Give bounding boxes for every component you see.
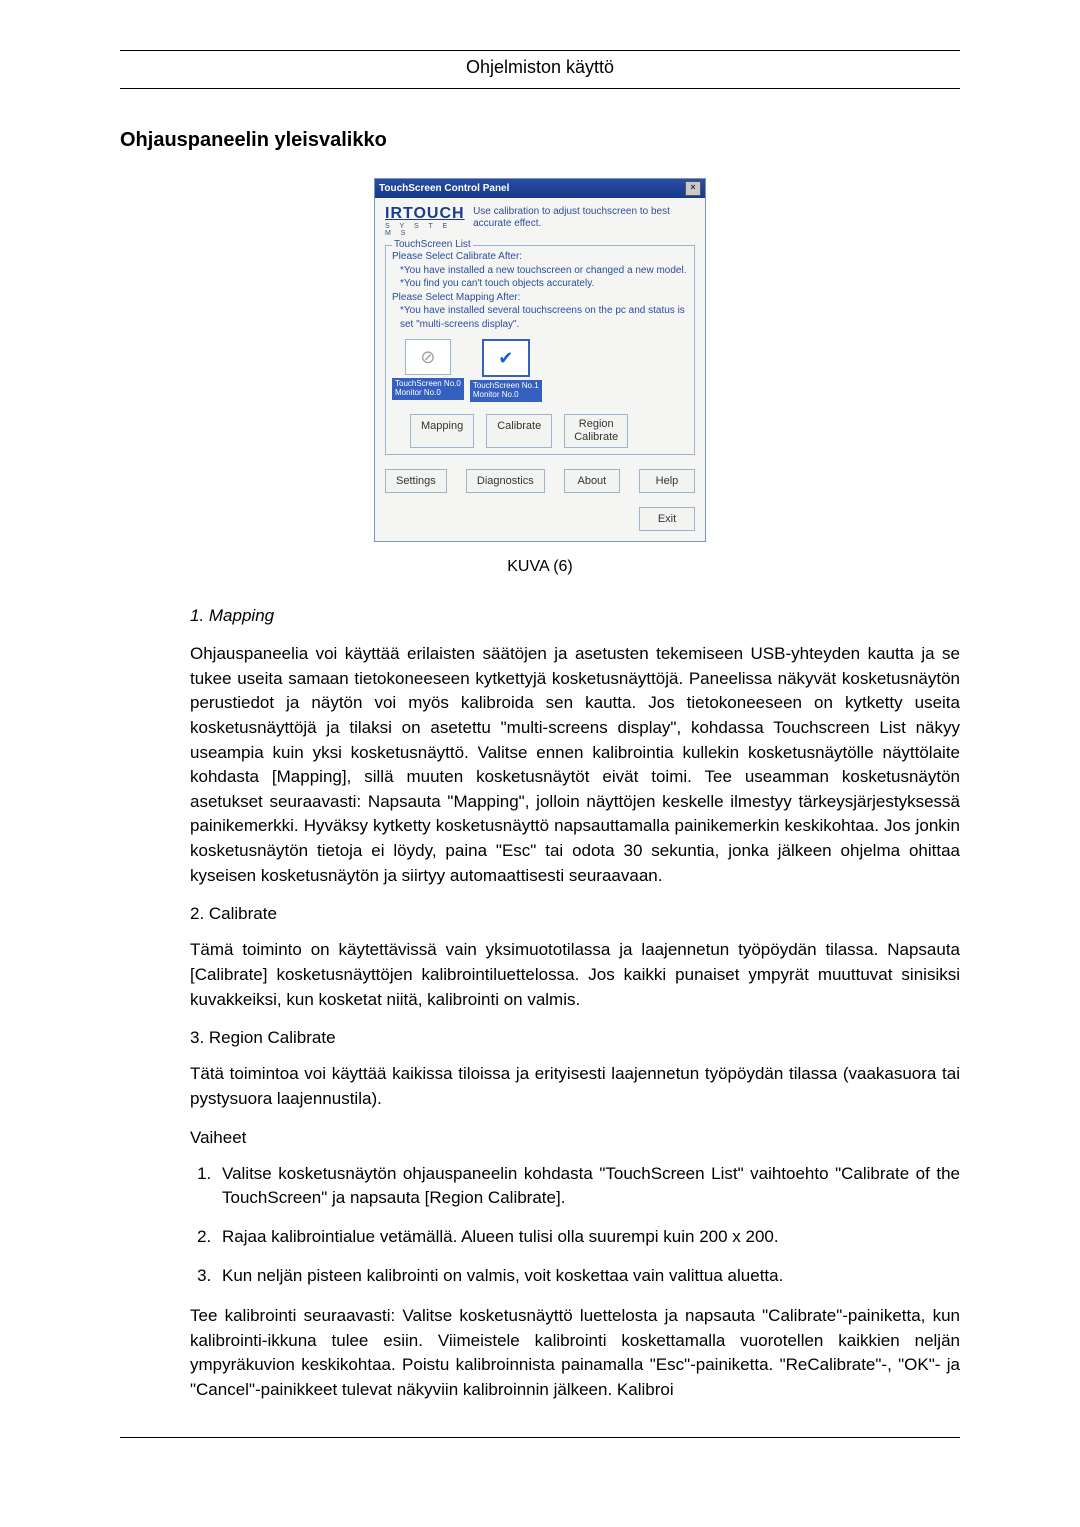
fieldset-legend: TouchScreen List: [392, 239, 473, 250]
touchscreen-1-status-icon: ✔: [482, 339, 530, 377]
calibrate-button[interactable]: Calibrate: [486, 414, 552, 448]
touchscreen-1-label: TouchScreen No.1 Monitor No.0: [470, 380, 542, 402]
calibrate-heading: 2. Calibrate: [190, 904, 960, 924]
calibrate-after-label: Please Select Calibrate After:: [392, 250, 688, 264]
page-header: Ohjelmiston käyttö: [120, 57, 960, 88]
action-button-row: Mapping Calibrate Region Calibrate: [410, 414, 688, 448]
close-icon[interactable]: ×: [685, 181, 701, 196]
exit-row: Exit: [385, 507, 695, 531]
step-1: Valitse kosketusnäytön ohjauspaneelin ko…: [216, 1162, 960, 1211]
brand-logo: IRTOUCH: [385, 206, 465, 222]
diagnostics-button[interactable]: Diagnostics: [466, 469, 545, 493]
help-button[interactable]: Help: [639, 469, 695, 493]
brand-description: Use calibration to adjust touchscreen to…: [473, 206, 695, 230]
header-rule-top: [120, 50, 960, 51]
window-body: IRTOUCH S Y S T E M S Use calibration to…: [375, 198, 705, 541]
steps-list: Valitse kosketusnäytön ohjauspaneelin ko…: [190, 1162, 960, 1289]
content-block: 1. Mapping Ohjauspaneelia voi käyttää er…: [190, 606, 960, 1403]
touchscreen-0-label: TouchScreen No.0 Monitor No.0: [392, 378, 464, 400]
touchscreen-0-status-icon: ⊘: [405, 339, 451, 375]
ts1-line2: Monitor No.0: [473, 391, 539, 400]
mapping-paragraph: Ohjauspaneelia voi käyttää erilaisten sä…: [190, 642, 960, 888]
steps-label: Vaiheet: [190, 1128, 960, 1148]
region-calibrate-paragraph: Tätä toimintoa voi käyttää kaikissa tilo…: [190, 1062, 960, 1111]
settings-button[interactable]: Settings: [385, 469, 447, 493]
touchscreen-items: ⊘ TouchScreen No.0 Monitor No.0 ✔ TouchS…: [392, 339, 688, 402]
region-calibrate-heading: 3. Region Calibrate: [190, 1028, 960, 1048]
step-2: Rajaa kalibrointialue vetämällä. Alueen …: [216, 1225, 960, 1250]
header-rule-bottom: [120, 88, 960, 89]
section-title: Ohjauspaneelin yleisvalikko: [120, 129, 960, 152]
mapping-reason-1: *You have installed several touchscreens…: [400, 304, 688, 331]
region-calibrate-button[interactable]: Region Calibrate: [564, 414, 628, 448]
mapping-after-label: Please Select Mapping After:: [392, 291, 688, 305]
control-panel-window: TouchScreen Control Panel × IRTOUCH S Y …: [374, 178, 706, 542]
touchscreen-item-1[interactable]: ✔ TouchScreen No.1 Monitor No.0: [470, 339, 542, 402]
mapping-heading: 1. Mapping: [190, 606, 960, 626]
exit-button[interactable]: Exit: [639, 507, 695, 531]
footer-rule: [120, 1437, 960, 1438]
calibration-instructions-paragraph: Tee kalibrointi seuraavasti: Valitse kos…: [190, 1304, 960, 1403]
calibrate-reason-1: *You have installed a new touchscreen or…: [400, 264, 688, 278]
footer-button-row: Settings Diagnostics About Help: [385, 469, 695, 493]
window-title: TouchScreen Control Panel: [379, 183, 509, 194]
ts0-line2: Monitor No.0: [395, 389, 461, 398]
brand-row: IRTOUCH S Y S T E M S Use calibration to…: [385, 206, 695, 243]
screenshot-container: TouchScreen Control Panel × IRTOUCH S Y …: [120, 178, 960, 542]
calibrate-paragraph: Tämä toiminto on käytettävissä vain yksi…: [190, 938, 960, 1012]
page: Ohjelmiston käyttö Ohjauspaneelin yleisv…: [0, 0, 1080, 1498]
figure-caption: KUVA (6): [120, 558, 960, 576]
touchscreen-list-fieldset: TouchScreen List Please Select Calibrate…: [385, 245, 695, 455]
window-titlebar: TouchScreen Control Panel ×: [375, 179, 705, 198]
step-3: Kun neljän pisteen kalibrointi on valmis…: [216, 1264, 960, 1289]
brand-block: IRTOUCH S Y S T E M S: [385, 206, 465, 237]
brand-subtitle: S Y S T E M S: [385, 223, 465, 237]
calibrate-reason-2: *You find you can't touch objects accura…: [400, 277, 688, 291]
about-button[interactable]: About: [564, 469, 620, 493]
mapping-button[interactable]: Mapping: [410, 414, 474, 448]
touchscreen-item-0[interactable]: ⊘ TouchScreen No.0 Monitor No.0: [392, 339, 464, 402]
